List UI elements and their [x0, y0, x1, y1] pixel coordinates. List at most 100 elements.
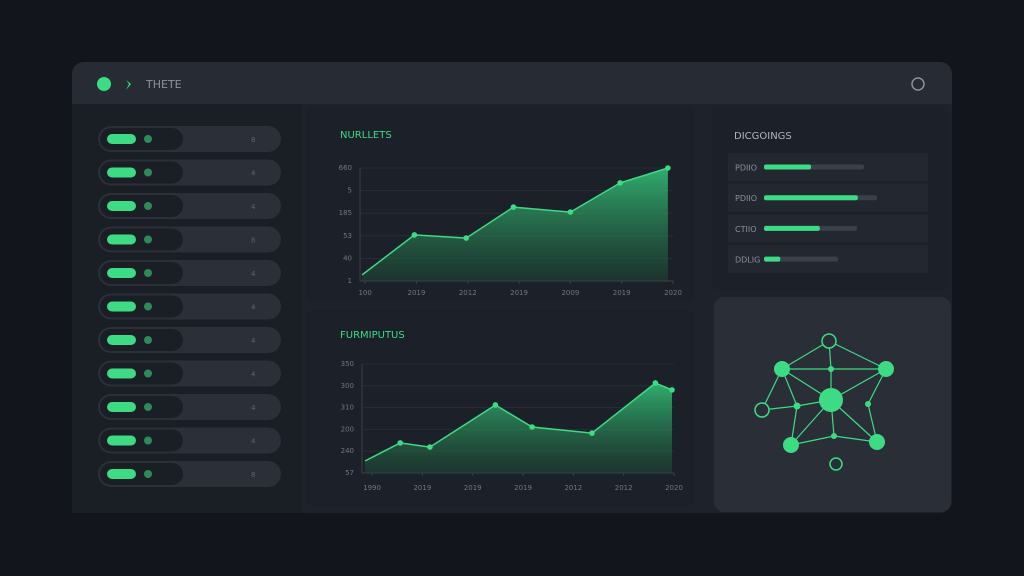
- chart-title: NURLLETS: [340, 130, 392, 141]
- header-bar: [72, 62, 952, 104]
- sidebar-dot: [144, 135, 152, 143]
- y-tick-label: 185: [339, 209, 352, 217]
- area-line: [364, 382, 673, 462]
- sidebar-dot: [144, 168, 152, 177]
- progress-label: PDIIO: [735, 194, 757, 203]
- sidebar-row-inner: [100, 262, 183, 284]
- sidebar-pill: [107, 435, 136, 446]
- sidebar-item-label: 4: [251, 371, 256, 379]
- sidebar-row-inner: [100, 396, 183, 418]
- sidebar-row-inner: [100, 295, 183, 318]
- data-point: [427, 444, 433, 450]
- data-point: [652, 380, 659, 386]
- sidebar-pill: [107, 134, 136, 144]
- sidebar-item-label: 8: [251, 237, 255, 245]
- data-point: [617, 180, 623, 186]
- sidebar-pill: [107, 368, 136, 379]
- sidebar-row-inner: [100, 429, 183, 452]
- sidebar-dot: [144, 470, 152, 478]
- sidebar-item-label: 4: [251, 203, 256, 211]
- x-tick-label: 2012: [564, 484, 582, 492]
- y-tick-label: 200: [341, 425, 354, 433]
- x-tick-label: 2020: [665, 484, 683, 492]
- sidebar-row-inner: [100, 362, 183, 385]
- y-tick-label: 300: [341, 382, 354, 390]
- y-tick-label: 240: [341, 447, 354, 455]
- sidebar-dot: [144, 302, 152, 311]
- y-tick-label: 40: [343, 254, 352, 262]
- sidebar-pill: [107, 201, 136, 211]
- logo-dot: [97, 77, 111, 91]
- progress-label: DDLIG: [735, 256, 760, 265]
- sidebar-dot: [144, 235, 152, 244]
- sidebar-pill: [107, 335, 136, 345]
- sidebar-pill: [107, 167, 136, 178]
- sidebar-pill: [107, 402, 136, 412]
- logo-leaf: [126, 80, 131, 90]
- progress-label: CTIIO: [735, 225, 757, 234]
- progress-fill: [764, 256, 781, 262]
- progress-track: [764, 256, 838, 262]
- y-tick-label: 660: [339, 164, 352, 172]
- x-tick-label: 2019: [613, 289, 631, 297]
- x-tick-label: 2019: [408, 289, 426, 297]
- x-tick-label: 100: [358, 289, 371, 297]
- sidebar-dot: [144, 336, 152, 344]
- sidebar-item-label: 4: [251, 404, 256, 412]
- y-tick-label: 53: [343, 232, 352, 240]
- network-nodes: [754, 333, 894, 471]
- data-point: [529, 424, 535, 430]
- y-tick-label: 5: [348, 187, 352, 195]
- sidebar-dot: [144, 202, 152, 210]
- sidebar-dot: [144, 403, 152, 411]
- sidebar-item-label: 4: [251, 337, 256, 345]
- data-point: [589, 430, 595, 436]
- sidebar-pill: [107, 301, 136, 312]
- data-point: [411, 232, 418, 238]
- x-tick-label: 1990: [363, 484, 381, 492]
- data-point: [510, 204, 517, 210]
- sidebar-item-label: 4: [251, 304, 256, 312]
- x-tick-label: 2020: [664, 289, 682, 297]
- sidebar-dot: [144, 269, 152, 277]
- progress-fill: [764, 195, 858, 201]
- data-point: [492, 402, 499, 408]
- progress-fill: [764, 225, 820, 231]
- y-tick-label: 1: [348, 277, 352, 285]
- sidebar-item-label: 8: [251, 471, 255, 479]
- sidebar-row-inner: [100, 161, 183, 184]
- progress-title: DICGOINGS: [734, 131, 792, 142]
- sidebar-items: 8 4 4 8 4 4 4 4 4 4 8: [98, 126, 281, 487]
- y-tick-label: 350: [341, 360, 354, 368]
- header-title: THETE: [145, 78, 182, 91]
- data-point: [397, 440, 404, 446]
- settings-icon[interactable]: [911, 77, 925, 91]
- sidebar-dot: [144, 369, 152, 378]
- sidebar-pill: [107, 268, 136, 278]
- sidebar-item-label: 4: [251, 438, 256, 446]
- sidebar-row-inner: [100, 463, 183, 485]
- sidebar-item-label: 4: [251, 170, 256, 178]
- area-fill: [365, 383, 672, 473]
- sidebar-dot: [144, 436, 152, 445]
- data-point: [567, 209, 574, 215]
- chart-title: FURMIPUTUS: [340, 330, 405, 341]
- area-fill: [362, 168, 668, 281]
- sidebar-row-inner: [100, 329, 183, 351]
- sidebar-item-label: 4: [251, 270, 256, 278]
- data-point: [463, 235, 470, 241]
- sidebar-pill: [107, 469, 136, 479]
- data-point: [665, 165, 671, 171]
- progress-label: PDIIO: [735, 164, 757, 173]
- y-tick-label: 310: [341, 404, 354, 412]
- sidebar-item-label: 8: [251, 136, 255, 144]
- x-tick-label: 2019: [510, 289, 528, 297]
- sidebar-pill: [107, 234, 136, 245]
- sidebar-row-inner: [100, 195, 183, 217]
- data-point: [669, 387, 675, 393]
- x-tick-label: 2012: [459, 289, 477, 297]
- sidebar-row-inner: [100, 228, 183, 251]
- x-tick-label: 2012: [615, 484, 633, 492]
